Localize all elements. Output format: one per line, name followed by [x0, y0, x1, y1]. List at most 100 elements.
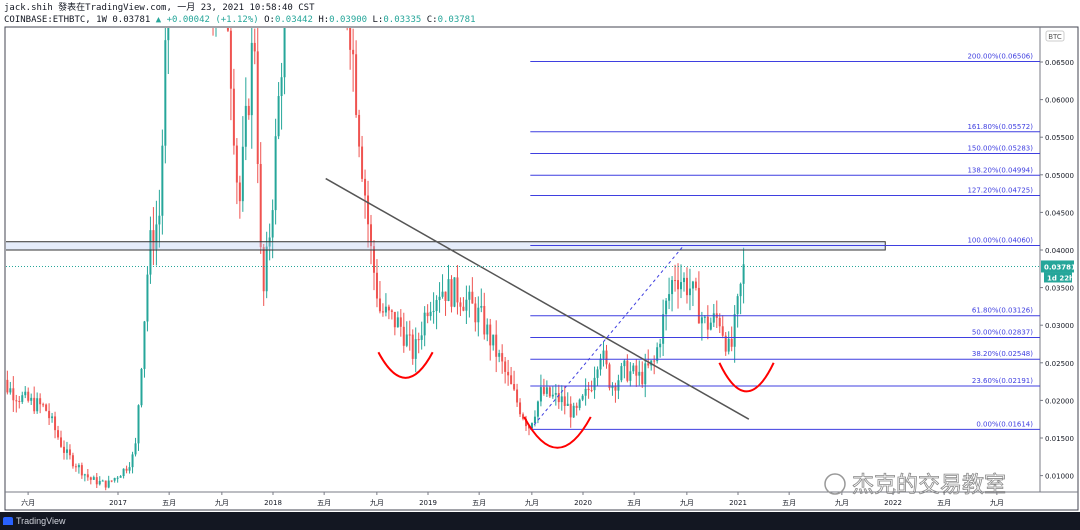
y-tick-label: 0.05000 — [1045, 172, 1074, 180]
candle-body — [402, 326, 405, 346]
x-tick-label: 九月 — [990, 498, 1004, 507]
candle-body — [277, 96, 280, 137]
fib-level-label: 23.60%(0.02191) — [972, 377, 1033, 385]
candle-body — [468, 291, 471, 300]
candle-body — [6, 379, 9, 393]
candle-body — [146, 274, 149, 322]
candle-body — [623, 360, 626, 367]
candle-body — [164, 40, 167, 146]
candle-body — [694, 281, 697, 288]
candle-body — [155, 224, 158, 250]
candle-body — [611, 385, 614, 389]
candle-body — [9, 388, 12, 393]
x-tick-label: 九月 — [215, 498, 229, 507]
candle-body — [575, 405, 578, 408]
symbol-label[interactable]: COINBASE:ETHBTC, 1W 0.03781 — [4, 15, 151, 25]
candle-body — [218, 0, 220, 4]
open-label: O: — [264, 15, 275, 25]
x-tick-label: 九月 — [370, 498, 384, 507]
candle-body — [57, 430, 60, 438]
candle-body — [161, 145, 164, 216]
bottom-arc — [718, 362, 775, 393]
candle-body — [116, 477, 119, 479]
candle-body — [629, 371, 632, 381]
candle-body — [647, 363, 650, 366]
x-tick-label: 2020 — [574, 499, 592, 507]
y-tick-label: 0.04000 — [1045, 247, 1074, 255]
candle-body — [229, 30, 232, 89]
candle-body — [495, 334, 498, 357]
fib-trend-dashed — [529, 245, 685, 430]
candle-body — [30, 397, 33, 401]
candle-body — [721, 326, 724, 336]
candle-body — [143, 321, 146, 369]
candle-body — [113, 478, 116, 481]
low-value: 0.03335 — [383, 15, 422, 25]
candle-body — [441, 291, 444, 297]
candle-body — [477, 307, 480, 323]
candle-body — [411, 334, 414, 359]
candle-body — [608, 364, 611, 389]
candle-body — [429, 311, 432, 317]
candle-body — [659, 343, 662, 348]
candle-body — [507, 371, 510, 376]
candle-body — [483, 305, 486, 335]
currency-badge — [1045, 30, 1065, 42]
candle-body — [581, 395, 584, 400]
candle-body — [241, 146, 244, 202]
y-tick-label: 0.02000 — [1045, 397, 1074, 405]
candle-body — [635, 365, 638, 376]
candle-body — [492, 334, 495, 346]
y-tick-label: 0.03000 — [1045, 322, 1074, 330]
candle-body — [131, 454, 134, 468]
candle-body — [98, 481, 101, 485]
y-tick-label: 0.01000 — [1045, 473, 1074, 481]
candle-body — [471, 291, 474, 304]
candle-body — [48, 410, 51, 419]
candle-body — [358, 114, 361, 147]
candle-body — [12, 388, 15, 401]
candle-body — [74, 466, 77, 468]
candle-body — [554, 393, 557, 395]
candle-body — [122, 468, 125, 477]
price-chart[interactable]: 200.00%(0.06506) 161.80%(0.05572) 150.00%(… — [0, 0, 1080, 512]
x-tick-label: 六月 — [21, 498, 35, 507]
candle-body — [557, 393, 560, 403]
candle-body — [60, 437, 63, 447]
candle-body — [215, 4, 217, 15]
candle-body — [462, 306, 465, 311]
candle-body — [548, 387, 551, 397]
candle-body — [250, 42, 253, 116]
fib-level-label: 161.80%(0.05572) — [967, 123, 1033, 131]
candle-body — [0, 364, 2, 370]
last-price-badge — [1041, 260, 1074, 273]
x-tick-label: 2019 — [419, 499, 437, 507]
candle-body — [107, 480, 110, 488]
candle-body — [551, 394, 554, 397]
candle-body — [560, 396, 563, 403]
candle-body — [572, 405, 575, 418]
candle-body — [706, 316, 709, 330]
y-tick-label: 0.03500 — [1045, 285, 1074, 293]
candle-body — [432, 311, 435, 313]
candle-body — [140, 368, 143, 406]
candle-body — [498, 353, 501, 357]
candle-body — [614, 385, 617, 391]
candle-body — [587, 388, 590, 391]
candle-body — [349, 28, 352, 50]
candle-body — [110, 480, 113, 482]
fib-level-label: 50.00%(0.02837) — [972, 328, 1033, 336]
candle-body — [378, 298, 381, 312]
candle-body — [367, 195, 370, 225]
candle-body — [444, 291, 447, 301]
candle-body — [680, 282, 683, 290]
watermark-text: 杰克的交易教室 — [852, 473, 1006, 498]
candle-body — [65, 449, 68, 453]
candle-body — [530, 423, 533, 429]
candle-body — [42, 404, 45, 406]
candle-body — [27, 391, 30, 401]
candle-body — [375, 272, 378, 299]
candle-body — [626, 360, 629, 381]
candle-body — [525, 418, 528, 427]
candle-body — [578, 399, 581, 408]
